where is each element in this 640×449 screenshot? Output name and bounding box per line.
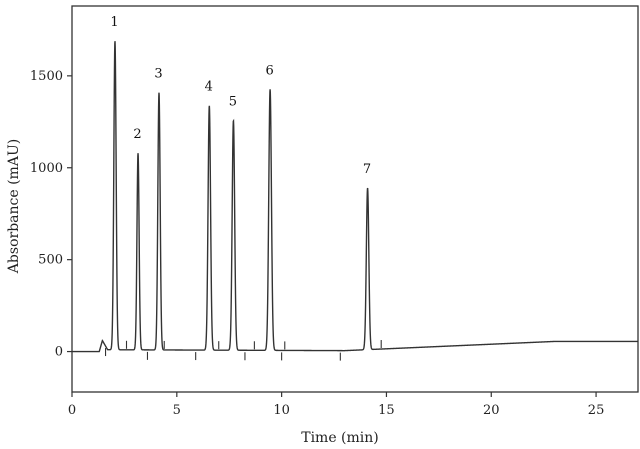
- x-axis-ticks: 0 5 10 15 20 25: [68, 392, 604, 418]
- x-tick-label: 25: [588, 403, 605, 418]
- peak-label: 7: [363, 162, 371, 177]
- x-tick-label: 20: [483, 403, 500, 418]
- plot-frame: [71, 5, 639, 393]
- peak-label: 4: [205, 80, 213, 95]
- peak-label: 6: [265, 63, 273, 78]
- integration-markers: [104, 340, 382, 361]
- x-tick-label: 0: [68, 403, 76, 418]
- peak-label: 2: [133, 127, 141, 142]
- y-tick-label: 1000: [30, 161, 63, 176]
- peak-labels: 1 2 3 4 5 6 7: [110, 15, 371, 177]
- peak-label: 3: [154, 67, 162, 82]
- x-tick-label: 5: [173, 403, 181, 418]
- peak-label: 5: [229, 94, 237, 109]
- peak-label: 1: [110, 15, 118, 30]
- x-axis-title: Time (min): [301, 430, 379, 446]
- chromatogram-trace: [72, 41, 638, 353]
- y-tick-label: 1500: [30, 69, 63, 84]
- y-tick-label: 0: [55, 345, 63, 360]
- x-tick-label: 10: [273, 403, 290, 418]
- x-tick-label: 15: [378, 403, 395, 418]
- y-axis-ticks: 0 500 1000 1500: [30, 69, 72, 360]
- y-tick-label: 500: [38, 253, 63, 268]
- y-axis-title: Absorbance (mAU): [6, 139, 22, 274]
